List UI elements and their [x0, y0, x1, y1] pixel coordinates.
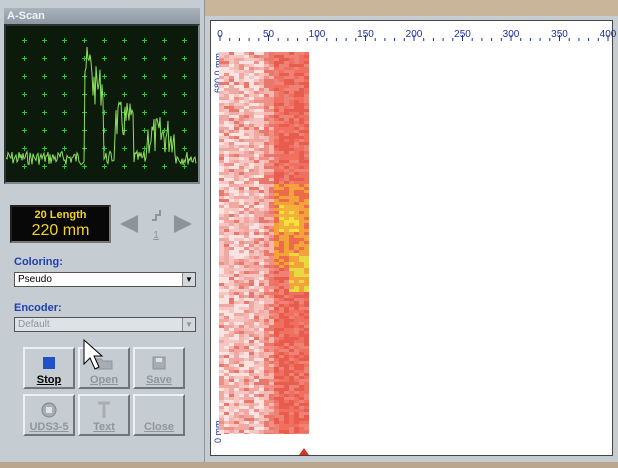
save-label: Save [146, 374, 172, 386]
coloring-select[interactable]: Pseudo ▼ [14, 272, 196, 287]
prev-button[interactable] [116, 205, 142, 243]
x-tick-label: 150 [357, 29, 374, 40]
encoder-label: Encoder: [14, 302, 62, 314]
control-panel: A-Scan 20 Length 220 mm 1 Coloring: Pseu… [0, 0, 205, 462]
arrow-left-icon [120, 215, 138, 233]
ascan-display [4, 24, 200, 184]
length-label: 20 Length [34, 209, 87, 221]
chevron-down-icon[interactable]: ▼ [182, 318, 195, 331]
coloring-label: Coloring: [14, 256, 63, 268]
text-label: Text [93, 421, 115, 433]
x-tick-label: 100 [308, 29, 326, 40]
bscan-plot[interactable]: 0 50 100 150 200 250 300 350 400 680.0 mm 0 mm [210, 20, 616, 456]
open-label: Open [89, 374, 119, 386]
x-tick-label: 300 [502, 29, 520, 40]
arrow-right-icon [174, 215, 192, 233]
uds-label: UDS3-5 [29, 421, 69, 433]
position-marker-icon [299, 448, 309, 455]
x-tick-label: 200 [405, 29, 423, 40]
bscan-panel: 0 50 100 150 200 250 300 350 400 680.0 mm 0 mm [205, 16, 618, 462]
x-tick-label: 50 [262, 29, 275, 40]
x-tick-label: 250 [454, 29, 471, 40]
step-label: 1 [153, 230, 159, 241]
text-button[interactable]: Text [78, 394, 130, 436]
length-display: 20 Length 220 mm [10, 205, 111, 243]
encoder-select[interactable]: Default ▼ [14, 317, 196, 332]
window-bottom-edge [0, 462, 618, 468]
x-tick-label: 350 [551, 29, 568, 40]
chevron-down-icon[interactable]: ▼ [182, 273, 195, 286]
step-button[interactable]: 1 [143, 205, 169, 243]
encoder-value: Default [18, 319, 50, 330]
close-button[interactable]: Close [133, 394, 185, 436]
x-tick-label: 0 [217, 29, 223, 40]
close-label: Close [144, 421, 174, 433]
text-icon [98, 401, 110, 418]
stop-label: Stop [36, 374, 62, 386]
length-value: 220 mm [31, 222, 90, 239]
bscan-image [219, 52, 309, 434]
x-tick-label: 400 [599, 29, 617, 40]
uds-button[interactable]: UDS3-5 [23, 394, 75, 436]
device-icon [41, 402, 57, 418]
ascan-title: A-Scan [4, 8, 200, 24]
step-icon [152, 210, 161, 221]
x-axis-ticks [219, 35, 609, 41]
stop-button[interactable]: Stop [23, 347, 75, 389]
next-button[interactable] [170, 205, 196, 243]
disk-icon [152, 356, 166, 370]
save-button[interactable]: Save [133, 347, 185, 389]
ascan-trace [6, 38, 197, 169]
coloring-value: Pseudo [18, 274, 52, 285]
mouse-cursor-icon [83, 338, 104, 370]
stop-icon [43, 357, 55, 369]
